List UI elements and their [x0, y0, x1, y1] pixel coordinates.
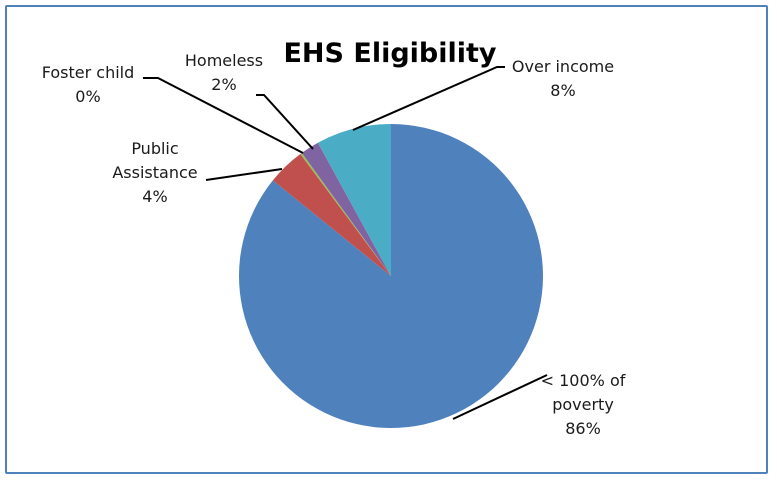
- pie-slices: [239, 124, 544, 428]
- pie-slice-5: [317, 124, 391, 276]
- pie-slice-1: [239, 124, 544, 428]
- slice-label-2: Public Assistance 4%: [112, 139, 197, 206]
- leader-line-1: [452, 374, 548, 420]
- leader-lines: [143, 66, 548, 420]
- leader-line-2: [205, 168, 283, 181]
- pie-slice-4: [301, 142, 391, 276]
- pie-slice-3: [300, 152, 391, 276]
- chart-title: EHS Eligibility: [283, 38, 496, 69]
- slice-label-5: Over income 8%: [512, 57, 614, 100]
- leader-line-4: [256, 94, 314, 150]
- slice-label-4: Homeless 2%: [185, 51, 263, 94]
- leader-line-3: [143, 77, 304, 154]
- slice-label-3: Foster child 0%: [42, 63, 135, 106]
- pie-slice-2: [272, 154, 391, 276]
- slice-labels: < 100% of poverty 86% Public Assistance 4% Fos…: [42, 51, 626, 438]
- slice-label-1: < 100% of poverty 86%: [541, 371, 626, 438]
- leader-line-5: [352, 66, 505, 131]
